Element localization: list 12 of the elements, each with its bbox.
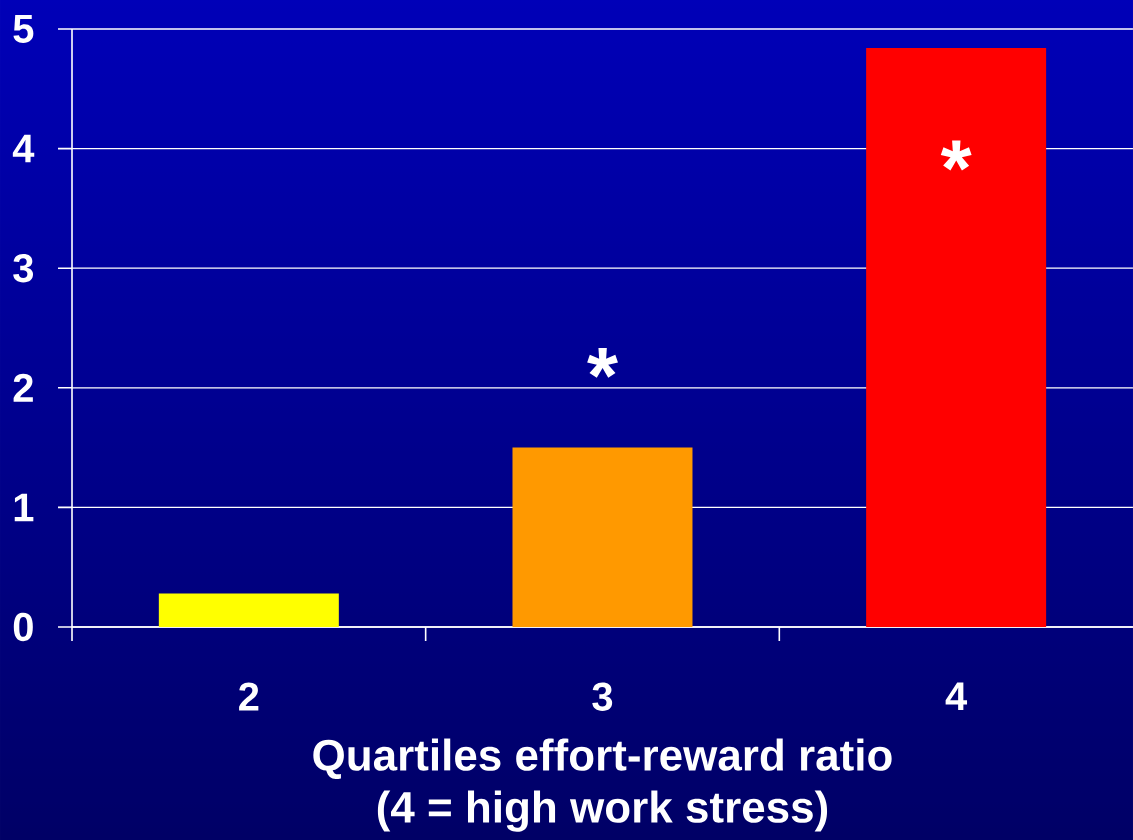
y-tick-label: 0 <box>13 612 33 642</box>
y-tick-label: 5 <box>13 15 34 43</box>
y-tick-label: 1 <box>14 493 34 522</box>
x-tick-label: 4 <box>945 682 968 711</box>
data-label: * <box>940 140 972 171</box>
data-label: * <box>587 348 618 378</box>
x-axis-title: Quartiles effort-reward ratio (4 = high work stress) <box>313 738 892 832</box>
y-tick-label: 2 <box>13 373 33 402</box>
x-tick-label: 2 <box>239 682 259 711</box>
y-tick-label: 3 <box>13 254 34 283</box>
x-tick-label: 3 <box>592 682 613 711</box>
y-tick-label: 4 <box>12 134 35 163</box>
